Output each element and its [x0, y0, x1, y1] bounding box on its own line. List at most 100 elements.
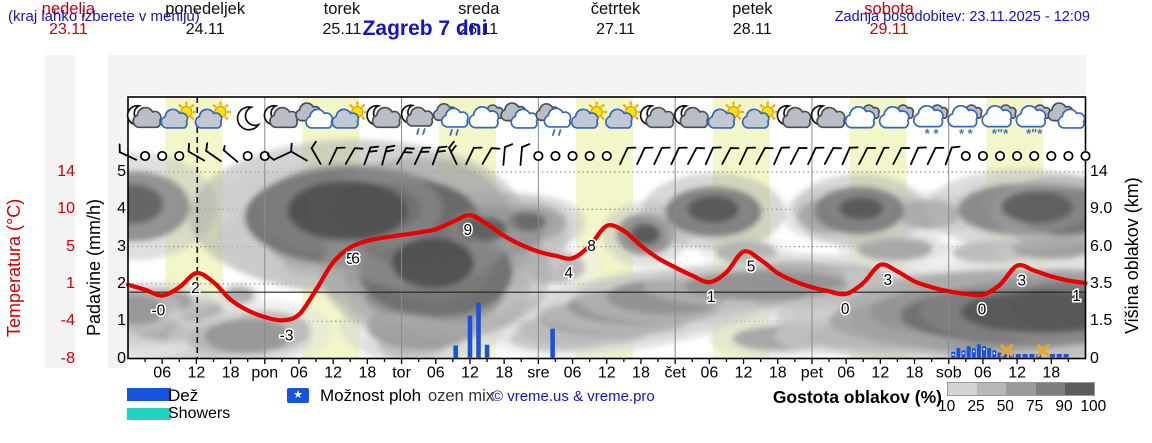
- x-axis-label: 06: [290, 365, 308, 382]
- wind-calm-icon: [1046, 150, 1057, 162]
- x-axis-label: 06: [974, 365, 992, 382]
- wind-calm-icon: [174, 150, 185, 162]
- temperature-value-label: 0: [978, 302, 987, 319]
- temperature-value-label: 3: [1017, 273, 1026, 290]
- wind-barb-icon: [738, 146, 757, 166]
- wind-barb-icon: [687, 147, 706, 165]
- wind-barb-icon: [502, 143, 514, 166]
- wind-barb-icon: [118, 143, 138, 161]
- cloud-icon: [645, 106, 675, 129]
- density-tick-label: 90: [1055, 398, 1073, 415]
- day-header-panel: [108, 55, 1086, 95]
- wind-barb-icon: [875, 146, 890, 166]
- frozen-mix-label-fragment: ozen mix: [428, 387, 495, 405]
- cloud-icon: [912, 104, 944, 128]
- density-gradient-segment: [1064, 383, 1095, 395]
- density-gradient-segment: [1035, 383, 1065, 395]
- temperature-value-label: 8: [587, 238, 596, 255]
- temperature-value-label: 5: [747, 259, 756, 276]
- day-date: 25.11: [322, 20, 362, 38]
- weather-icon-cd: [432, 102, 469, 136]
- cloud-icon: [844, 105, 876, 129]
- x-axis-label: sob: [936, 365, 962, 382]
- copyright-link[interactable]: © vreme.us & vreme.pro: [492, 388, 655, 405]
- axis-tick-label: 10: [57, 200, 75, 218]
- weather-icon-wc: [878, 104, 915, 129]
- day-date: 23.11: [48, 20, 88, 38]
- x-axis-label: 18: [632, 365, 650, 382]
- wind-barb-icon: [290, 142, 308, 162]
- x-axis-label: 06: [700, 365, 718, 382]
- day-name: četrtek: [590, 0, 641, 18]
- wind-barb-icon: [328, 146, 346, 166]
- wind-barb-icon: [187, 142, 206, 162]
- day-name: nedelja: [41, 0, 95, 18]
- axis-tick-label: 5: [66, 237, 75, 255]
- axis-tick-label: 14: [57, 163, 75, 180]
- weather-icon-mcd: [400, 104, 434, 135]
- x-axis-label: 18: [495, 365, 513, 382]
- density-gradient-segment: [948, 383, 978, 395]
- wind-calm-icon: [242, 150, 253, 162]
- shower-chance-label: Možnost ploh: [320, 386, 422, 405]
- cloud-icon: [947, 104, 979, 128]
- x-axis-label: 12: [871, 365, 889, 382]
- weather-icon-sc: [194, 101, 231, 129]
- wind-barb-icon: [413, 146, 432, 166]
- cloud-icon: [679, 106, 709, 129]
- wind-barb-icon: [789, 147, 808, 165]
- cloud-icon: [816, 106, 846, 129]
- wind-calm-icon: [601, 150, 612, 162]
- wind-calm-icon: [977, 150, 988, 162]
- shower-chance-star-icon: ★: [287, 388, 309, 403]
- weather-icon-sc: [331, 101, 368, 129]
- weather-icon-mc: [810, 104, 846, 129]
- menu-hint-text: (kraj lahko izberete v meniju): [8, 8, 200, 25]
- rain-legend-swatch: [127, 388, 171, 401]
- day-header-četrtek: četrtek 27.11: [547, 0, 684, 39]
- weather-icon-sc: [570, 101, 608, 129]
- temperature-value-label: 1: [1072, 288, 1081, 305]
- snow-icon: * *: [959, 126, 974, 141]
- axis-tick-label: 2: [117, 274, 126, 292]
- showers-legend-label: Showers: [168, 405, 231, 422]
- axis-tick-label: 1: [117, 312, 126, 330]
- cloud-icon: [331, 108, 360, 129]
- weather-icon-wc: [468, 104, 504, 129]
- day-header-torek: torek 25.11: [274, 0, 411, 39]
- wind-calm-icon: [533, 150, 544, 162]
- axis-tick-label: 9.0: [1090, 200, 1113, 218]
- day-header-nedelja: nedelja 23.11: [0, 0, 137, 39]
- cloud-icon: [1015, 104, 1047, 128]
- x-axis-labels: 06 12 18 pon 06 12 18 tor 06 12 18 sre 06 12 18 čet 06 12…: [153, 365, 1060, 382]
- density-gradient-segment: [977, 383, 1007, 395]
- wind-calm-icon: [1080, 150, 1091, 162]
- page-title: Zagreb 7 dni: [362, 17, 488, 40]
- weather-icon-mc: [673, 104, 709, 129]
- x-axis-label: 12: [735, 365, 753, 382]
- wind-calm-icon: [584, 150, 595, 162]
- cloud-icon: [981, 104, 1013, 128]
- wind-barb-icon: [653, 146, 671, 166]
- wind-calm-icon: [567, 150, 578, 162]
- cloud-density-gradient-bar: [947, 382, 1095, 396]
- cloud-icon: [707, 108, 736, 129]
- wind-barb-icon: [755, 147, 774, 165]
- wind-barb-icon: [926, 146, 945, 165]
- cloud-icon: [570, 108, 599, 129]
- wind-barb-icon: [344, 147, 364, 165]
- wind-barb-icon: [448, 140, 458, 166]
- cloud-icon: [1057, 108, 1086, 129]
- temp-axis-title: Temperatura (°C): [4, 198, 24, 337]
- drizzle-icon: [416, 128, 426, 135]
- x-axis-label: 12: [461, 365, 479, 382]
- wind-barb-icon: [363, 145, 380, 166]
- day-date: 24.11: [185, 20, 225, 38]
- temperature-value-label: -3: [280, 327, 294, 344]
- wind-barb-icon: [222, 144, 239, 163]
- weather-icon-mc: [263, 104, 299, 129]
- weather-icon-cs: * *: [947, 104, 983, 141]
- temperature-value-label: 3: [884, 272, 893, 289]
